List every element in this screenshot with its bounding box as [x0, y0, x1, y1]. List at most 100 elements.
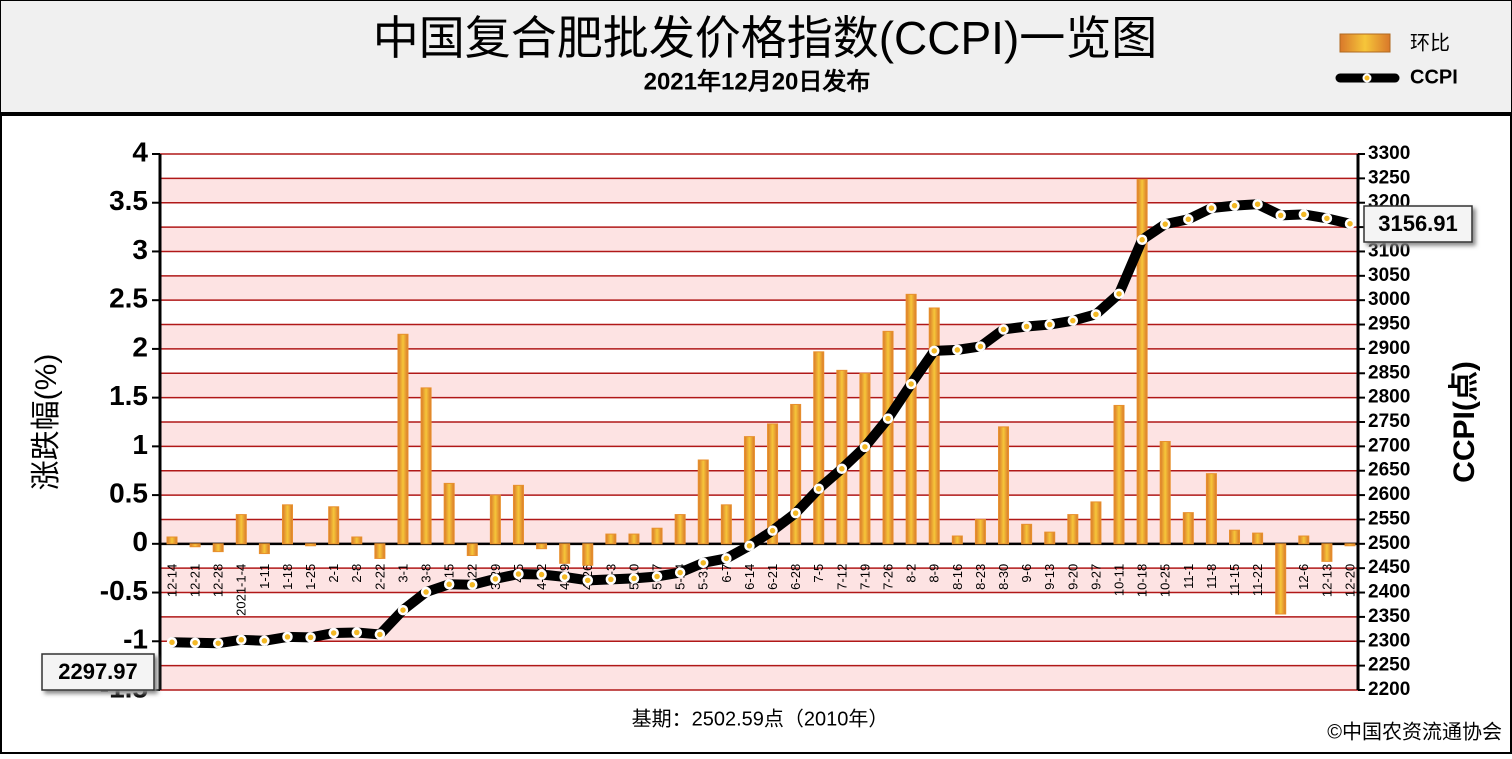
- y2-tick-label: 2400: [1368, 582, 1410, 603]
- grid-band: [160, 422, 1358, 447]
- x-tick-label: 9-6: [1019, 564, 1034, 583]
- line-marker: [952, 344, 963, 356]
- x-tick-label: 8-16: [950, 564, 965, 590]
- line-marker: [790, 507, 801, 519]
- line-marker: [836, 463, 848, 475]
- line-marker: [721, 553, 732, 564]
- line-marker: [212, 637, 224, 649]
- bar: [790, 403, 802, 545]
- line-marker: [582, 575, 594, 586]
- x-tick-label: 10-11: [1111, 564, 1126, 596]
- x-tick-label: 11-15: [1227, 564, 1242, 596]
- line-marker: [166, 637, 178, 648]
- bar: [189, 543, 201, 548]
- legend-label: CCPI: [1410, 66, 1458, 88]
- bar: [466, 543, 478, 557]
- bar: [974, 518, 986, 545]
- plot: 2200 2250 2300 2350 2400 2450 2500 2550 2600 2650…: [41, 136, 1473, 703]
- line-marker: [1136, 234, 1148, 246]
- y-tick-label: -0.5: [100, 575, 148, 606]
- bar: [905, 293, 917, 545]
- bar: [374, 543, 386, 559]
- bar: [397, 333, 409, 545]
- x-tick-label: 6-7: [719, 564, 734, 583]
- x-tick-label: 12-28: [211, 564, 226, 597]
- bar: [720, 504, 732, 545]
- bar: [767, 423, 779, 545]
- bar: [1067, 514, 1079, 545]
- x-tick-label: 8-9: [927, 564, 942, 583]
- line-marker: [536, 569, 547, 580]
- x-tick-label: 1-11: [257, 564, 272, 589]
- legend-marker: [1362, 73, 1372, 83]
- x-tick-label: 10-18: [1135, 564, 1150, 597]
- line-marker: [351, 627, 363, 638]
- x-tick-label: 11-1: [1181, 564, 1196, 589]
- chart-subtitle: 2021年12月20日发布: [644, 67, 871, 95]
- y-tick-label: 4: [132, 136, 148, 167]
- bar: [951, 535, 963, 545]
- y2-axis-title: CCPI(点): [1448, 361, 1481, 483]
- x-tick-label: 12-14: [164, 564, 179, 597]
- line-marker: [651, 571, 663, 582]
- y2-tick-label: 2850: [1368, 362, 1410, 383]
- bar: [1182, 512, 1194, 545]
- bar: [697, 459, 709, 545]
- y-tick-label: 0: [132, 526, 148, 557]
- line-marker: [998, 324, 1009, 335]
- bar: [420, 387, 432, 545]
- bar: [743, 436, 755, 545]
- bar: [1229, 529, 1241, 545]
- y-tick-label: -1: [123, 624, 148, 655]
- line-marker: [674, 567, 686, 578]
- bar: [1044, 531, 1056, 545]
- bar: [928, 307, 940, 545]
- y2-tick-label: 2700: [1368, 435, 1410, 456]
- bar: [351, 536, 363, 545]
- line-marker: [698, 557, 709, 569]
- bar: [166, 536, 178, 545]
- x-tick-label: 9-20: [1065, 564, 1080, 590]
- bar: [1205, 473, 1217, 545]
- y2-tick-label: 2900: [1368, 338, 1410, 359]
- line-marker: [605, 574, 617, 585]
- x-tick-label: 2021-1-4: [234, 564, 249, 616]
- y-tick-label: 2: [132, 331, 148, 362]
- bar: [1252, 532, 1264, 545]
- footnote: 基期：2502.59点（2010年）: [632, 707, 889, 730]
- line-marker: [928, 345, 940, 357]
- bar: [628, 533, 640, 545]
- y2-tick-label: 2600: [1368, 484, 1410, 505]
- line-marker: [882, 413, 894, 424]
- bar: [1136, 178, 1148, 545]
- bar: [235, 514, 247, 545]
- line-marker: [1252, 198, 1263, 210]
- bar: [605, 533, 617, 545]
- line-marker: [374, 629, 386, 640]
- x-tick-label: 8-23: [973, 564, 988, 590]
- grid-band: [160, 470, 1358, 496]
- bar: [512, 484, 524, 545]
- x-tick-label: 6-14: [742, 564, 757, 590]
- y-tick-label: 1: [132, 429, 148, 460]
- x-tick-label: 2-1: [326, 564, 341, 583]
- line-marker: [559, 571, 570, 583]
- y2-tick-label: 3050: [1368, 265, 1410, 286]
- y2-tick-label: 2550: [1368, 508, 1410, 529]
- value-label: 3156.91: [1378, 211, 1458, 236]
- y2-tick-label: 3250: [1368, 167, 1410, 188]
- grid-band: [160, 275, 1358, 301]
- bar: [582, 543, 594, 566]
- legend-label: 环比: [1410, 31, 1450, 54]
- line-marker: [282, 631, 293, 643]
- line: [167, 199, 1355, 649]
- x-tick-label: 5-31: [696, 564, 711, 590]
- x-tick-label: 9-27: [1088, 564, 1103, 590]
- line-marker: [975, 341, 986, 352]
- x-tick-label: 8-2: [904, 564, 919, 583]
- grid-band: [160, 227, 1358, 252]
- line-marker: [1090, 309, 1102, 320]
- line-marker: [1044, 319, 1055, 330]
- y2-tick-label: 2300: [1368, 630, 1410, 651]
- line-marker: [259, 635, 270, 647]
